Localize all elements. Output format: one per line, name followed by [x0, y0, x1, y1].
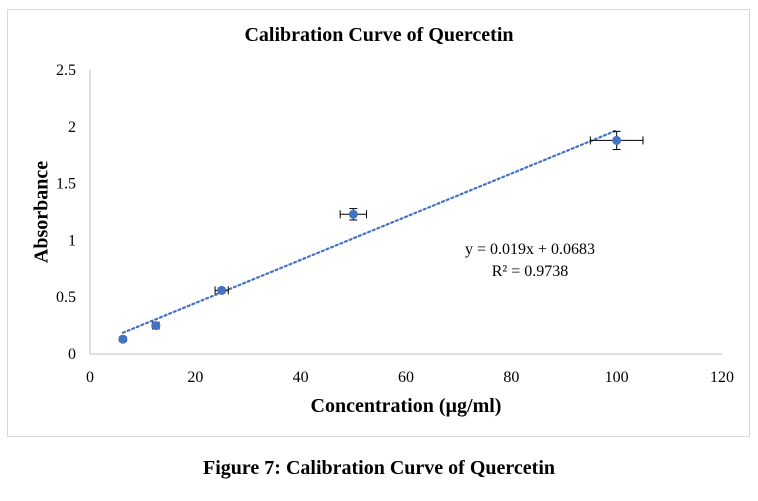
x-tick-label: 40	[293, 369, 309, 386]
data-point	[348, 209, 358, 219]
x-tick-label: 20	[187, 369, 203, 386]
y-tick-labels: 0 0.5 1 1.5 2 2.5	[56, 62, 76, 363]
x-tick-label: 0	[86, 369, 94, 386]
trendline-r2: R² = 0.9738	[492, 263, 569, 280]
x-axis-label: Concentration (µg/ml)	[310, 395, 502, 417]
figure-caption: Figure 7: Calibration Curve of Quercetin	[203, 457, 555, 479]
data-point	[217, 285, 227, 295]
trendline-group	[121, 129, 618, 334]
y-tick-label: 0.5	[56, 289, 76, 306]
y-tick-label: 1.5	[56, 176, 76, 193]
x-tick-label: 80	[503, 369, 519, 386]
y-tick-label: 0	[68, 346, 76, 363]
x-tick-labels: 0 20 40 60 80 100 120	[86, 369, 734, 386]
trendline	[121, 129, 618, 334]
y-tick-label: 2	[68, 119, 76, 136]
data-point	[151, 321, 161, 331]
trendline-equation: y = 0.019x + 0.0683	[465, 241, 595, 258]
error-bars	[118, 130, 644, 344]
data-point	[118, 334, 128, 344]
x-tick-label: 100	[605, 369, 629, 386]
y-tick-label: 2.5	[56, 62, 76, 79]
y-tick-label: 1	[68, 232, 76, 249]
chart-title: Calibration Curve of Quercetin	[244, 24, 514, 46]
x-tick-label: 120	[710, 369, 734, 386]
x-tick-label: 60	[398, 369, 414, 386]
chart-frame	[7, 9, 750, 437]
data-points	[118, 135, 622, 344]
axes	[89, 70, 722, 355]
data-point	[612, 135, 622, 145]
